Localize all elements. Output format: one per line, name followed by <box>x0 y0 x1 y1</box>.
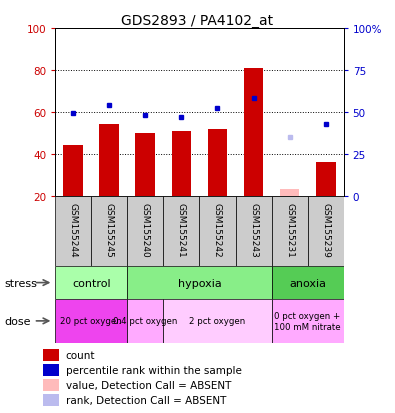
Text: control: control <box>72 278 111 288</box>
Text: 0 pct oxygen +
100 mM nitrate: 0 pct oxygen + 100 mM nitrate <box>274 311 341 331</box>
Text: stress: stress <box>4 278 37 288</box>
Text: GSM155240: GSM155240 <box>141 202 150 257</box>
Bar <box>272 266 344 299</box>
Text: GSM155244: GSM155244 <box>69 203 78 257</box>
Bar <box>280 190 299 196</box>
Bar <box>244 69 263 196</box>
Bar <box>208 129 228 196</box>
Bar <box>43 364 58 376</box>
Text: GSM155241: GSM155241 <box>177 202 186 257</box>
Bar <box>171 131 191 196</box>
Bar <box>127 299 164 343</box>
Text: 0.4 pct oxygen: 0.4 pct oxygen <box>113 317 178 325</box>
Bar <box>43 394 58 406</box>
Text: GSM155245: GSM155245 <box>105 202 114 257</box>
Text: GSM155243: GSM155243 <box>249 202 258 257</box>
Text: 20 pct oxygen: 20 pct oxygen <box>60 317 122 325</box>
Text: GDS2893 / PA4102_at: GDS2893 / PA4102_at <box>121 14 274 28</box>
Text: GSM155231: GSM155231 <box>285 202 294 257</box>
Text: count: count <box>66 350 95 360</box>
Bar <box>235 196 272 266</box>
Bar <box>55 196 91 266</box>
Bar <box>127 266 272 299</box>
Text: percentile rank within the sample: percentile rank within the sample <box>66 365 241 375</box>
Text: 2 pct oxygen: 2 pct oxygen <box>189 317 246 325</box>
Bar <box>308 196 344 266</box>
Bar <box>127 196 164 266</box>
Bar <box>43 379 58 391</box>
Text: dose: dose <box>4 316 30 326</box>
Bar <box>43 349 58 361</box>
Text: value, Detection Call = ABSENT: value, Detection Call = ABSENT <box>66 380 231 390</box>
Bar <box>55 266 127 299</box>
Bar <box>55 299 127 343</box>
Bar <box>272 196 308 266</box>
Bar <box>135 133 155 196</box>
Bar <box>316 163 335 196</box>
Bar <box>64 146 83 196</box>
Bar <box>199 196 235 266</box>
Bar <box>272 299 344 343</box>
Bar <box>164 299 272 343</box>
Text: rank, Detection Call = ABSENT: rank, Detection Call = ABSENT <box>66 395 226 405</box>
Text: anoxia: anoxia <box>289 278 326 288</box>
Text: GSM155239: GSM155239 <box>321 202 330 257</box>
Text: GSM155242: GSM155242 <box>213 203 222 257</box>
Bar <box>91 196 127 266</box>
Text: hypoxia: hypoxia <box>178 278 221 288</box>
Bar <box>100 125 119 196</box>
Bar <box>164 196 199 266</box>
